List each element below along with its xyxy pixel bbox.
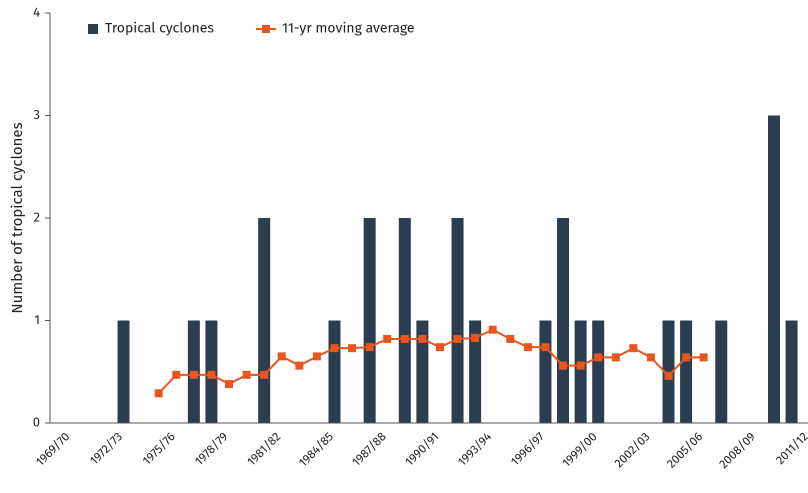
marker (330, 344, 339, 353)
marker (400, 334, 409, 343)
bar (662, 320, 675, 423)
bar (258, 218, 271, 423)
marker (348, 344, 357, 353)
marker (260, 370, 269, 379)
marker (172, 370, 181, 379)
bar (557, 218, 570, 423)
x-tick-label: 2008/09 (716, 429, 758, 471)
marker (576, 361, 585, 370)
marker (471, 333, 480, 342)
marker (646, 353, 655, 362)
bar (117, 320, 130, 423)
bar (328, 320, 341, 423)
y-tick-label: 2 (34, 210, 40, 225)
bar (451, 218, 464, 423)
y-axis-label: Number of tropical cyclones (8, 122, 26, 313)
marker (225, 380, 234, 389)
x-tick-label: 1969/70 (33, 429, 73, 469)
marker (207, 370, 216, 379)
x-tick-label: 2005/06 (664, 429, 706, 471)
x-tick-label: 2011/12 (773, 429, 808, 467)
marker (383, 334, 392, 343)
bar (398, 218, 411, 423)
x-tick-label: 1984/85 (296, 429, 337, 470)
marker (312, 352, 321, 361)
marker (365, 343, 374, 352)
marker (682, 353, 691, 362)
bar (539, 320, 552, 423)
marker (541, 343, 550, 352)
x-tick-label: 1990/91 (402, 429, 442, 469)
x-tick-label: 1996/97 (508, 429, 548, 469)
x-tick-label: 1975/76 (140, 429, 179, 468)
x-tick-label: 1978/79 (192, 429, 231, 468)
marker (154, 389, 163, 398)
marker (611, 353, 620, 362)
marker (435, 343, 444, 352)
legend-label: Tropical cyclones (105, 20, 214, 37)
marker (664, 371, 673, 380)
legend-swatch (88, 24, 98, 34)
marker (523, 343, 532, 352)
bar (715, 320, 728, 423)
marker (629, 344, 638, 353)
bar (416, 320, 429, 423)
bar (592, 320, 605, 423)
line (157, 328, 704, 394)
x-tick-label: 1999/00 (559, 429, 600, 470)
marker (453, 334, 462, 343)
marker (277, 352, 286, 361)
marker (594, 353, 603, 362)
bar (469, 320, 482, 423)
y-tick-label: 0 (33, 415, 40, 430)
marker (295, 361, 304, 370)
legend: Tropical cyclones 11-yr moving average (88, 20, 415, 37)
marker (242, 370, 251, 379)
x-tick-label: 1987/88 (349, 429, 390, 470)
bar (767, 115, 780, 423)
y-tick-label: 1 (34, 313, 40, 328)
x-tick-label: 1993/94 (455, 429, 495, 469)
bar (574, 320, 587, 423)
legend-swatch (262, 25, 270, 33)
marker (189, 370, 198, 379)
bar (363, 218, 376, 423)
x-tick-label: 1981/82 (244, 429, 284, 469)
x-tick-label: 1972/73 (87, 429, 126, 468)
bar (680, 320, 693, 423)
y-tick-label: 3 (34, 108, 41, 123)
marker (699, 353, 708, 362)
marker (488, 325, 497, 334)
marker (506, 334, 515, 343)
bar (785, 320, 798, 423)
x-tick-label: 2002/03 (612, 429, 654, 471)
marker (418, 334, 427, 343)
legend-label: 11-yr moving average (282, 20, 415, 37)
y-tick-label: 4 (33, 5, 40, 20)
plot (117, 115, 798, 423)
marker (559, 361, 568, 370)
